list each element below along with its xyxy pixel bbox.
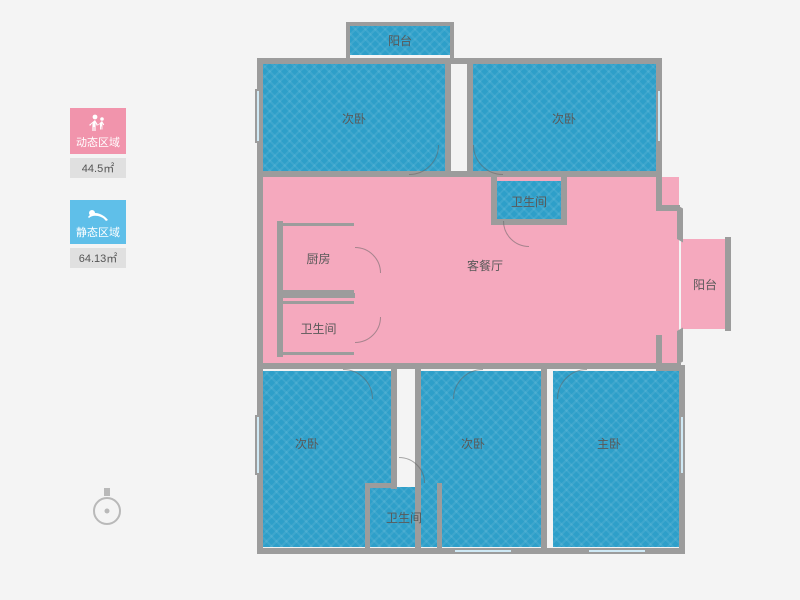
room-bed-bl-label: 次卧 bbox=[295, 435, 319, 452]
wall bbox=[346, 22, 350, 60]
wall bbox=[541, 369, 547, 551]
wall bbox=[677, 328, 683, 365]
wall bbox=[491, 177, 497, 223]
wall bbox=[277, 221, 283, 357]
room-balcony-right: 阳台 bbox=[681, 239, 729, 329]
room-bed-tr-label: 次卧 bbox=[552, 110, 576, 127]
wall bbox=[391, 369, 397, 489]
window-icon bbox=[255, 89, 261, 143]
door-icon bbox=[355, 247, 381, 273]
window-icon bbox=[255, 415, 261, 475]
wall bbox=[725, 237, 731, 331]
door-icon bbox=[409, 145, 439, 175]
room-balcony-right-label: 阳台 bbox=[693, 276, 717, 293]
wall bbox=[365, 483, 370, 551]
wall bbox=[257, 58, 662, 64]
wall bbox=[277, 293, 355, 298]
door-icon bbox=[453, 369, 483, 399]
window-icon bbox=[453, 548, 513, 554]
door-icon bbox=[399, 457, 425, 483]
room-kitchen: 厨房 bbox=[280, 223, 354, 293]
room-bath-mid-label: 卫生间 bbox=[300, 320, 336, 337]
room-balcony-top: 阳台 bbox=[350, 25, 450, 55]
sleep-icon bbox=[86, 206, 110, 222]
people-icon bbox=[87, 114, 109, 132]
room-bath-mid: 卫生间 bbox=[280, 301, 354, 355]
wall bbox=[450, 22, 454, 60]
legend-dynamic-box: 动态区域 bbox=[70, 108, 126, 154]
door-icon bbox=[503, 221, 529, 247]
wall bbox=[437, 483, 442, 551]
room-bed-tl-label: 次卧 bbox=[342, 110, 366, 127]
legend-dynamic-title: 动态区域 bbox=[76, 137, 120, 149]
room-bed-br-label: 主卧 bbox=[597, 435, 621, 452]
room-balcony-top-label: 阳台 bbox=[388, 32, 412, 49]
floor-plan: 客餐厅 阳台 次卧 次卧 卫生间 厨房 卫生间 阳台 次卧 卫生间 bbox=[257, 25, 737, 580]
room-kitchen-label: 厨房 bbox=[306, 250, 330, 267]
window-icon bbox=[679, 415, 685, 475]
wall bbox=[346, 22, 454, 26]
door-icon bbox=[355, 317, 381, 343]
wall bbox=[656, 205, 680, 211]
legend: 动态区域 44.5㎡ 静态区域 64.13㎡ bbox=[62, 108, 134, 290]
legend-dynamic-value: 44.5㎡ bbox=[70, 158, 126, 178]
window-icon bbox=[587, 548, 647, 554]
door-icon bbox=[343, 369, 373, 399]
window-icon bbox=[656, 89, 662, 143]
room-living-label: 客餐厅 bbox=[467, 257, 503, 274]
room-bath-top-label: 卫生间 bbox=[511, 193, 547, 210]
room-bath-top: 卫生间 bbox=[495, 181, 563, 221]
room-bed-bm-label: 次卧 bbox=[461, 435, 485, 452]
wall bbox=[261, 171, 661, 177]
legend-static-title: 静态区域 bbox=[76, 227, 120, 239]
legend-static-value: 64.13㎡ bbox=[70, 248, 126, 268]
legend-static-box: 静态区域 bbox=[70, 200, 126, 244]
wall bbox=[445, 63, 451, 175]
door-icon bbox=[557, 369, 587, 399]
door-icon bbox=[473, 145, 503, 175]
wall bbox=[561, 177, 567, 223]
compass-icon bbox=[90, 486, 124, 528]
